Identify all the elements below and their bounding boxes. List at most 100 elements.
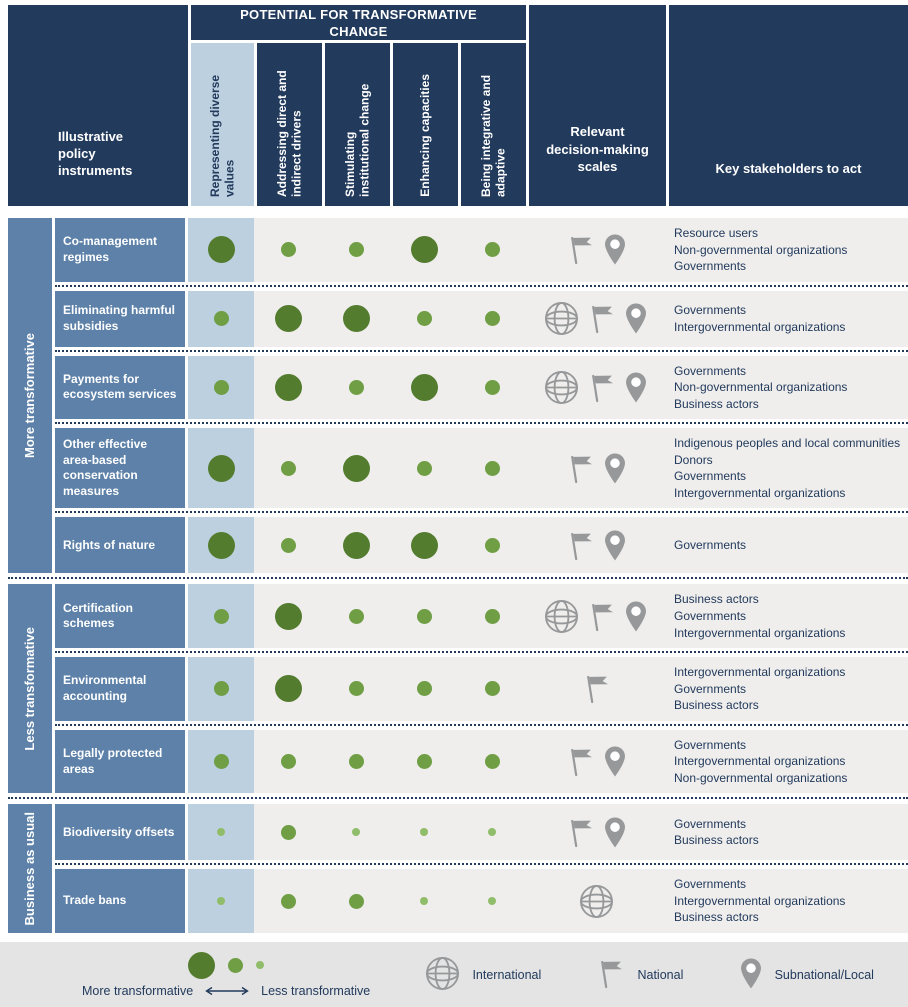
transformative-dot [207, 531, 235, 559]
criterion-dot-cell [322, 869, 390, 933]
criterion-dot-cell [188, 355, 254, 420]
criterion-header-stimulating-institutional-change: Stimulating institutional change [322, 43, 390, 206]
transformative-dot [416, 681, 432, 697]
row-group: More transformative Co-management regimes… [8, 218, 908, 574]
transformative-dot [213, 608, 229, 624]
globe-icon [545, 370, 578, 404]
transformative-dot [280, 754, 296, 770]
row-separator [55, 508, 908, 518]
flag-icon [570, 819, 592, 847]
transformative-dot [342, 531, 370, 559]
criterion-dot-cell [390, 356, 458, 420]
pin-icon [604, 453, 625, 484]
policy-instrument-name: Certification schemes [55, 584, 188, 649]
criterion-dot-cell [390, 291, 458, 347]
instruments-header-label: Illustrative policy instruments [58, 129, 133, 179]
stakeholder: Governments [674, 737, 747, 752]
table-row: Other effective area-based conservation … [55, 428, 908, 509]
criterion-dot-cell [254, 517, 322, 573]
criterion-dot-cell [458, 657, 526, 721]
criterion-header-integrative-adaptive: Being integrative and adaptive [458, 43, 526, 206]
double-arrow-icon [205, 986, 249, 995]
transformative-dot [348, 242, 364, 258]
transformative-dot [217, 897, 225, 906]
stakeholder: Intergovernmental organizations [674, 485, 846, 500]
flag-icon [570, 455, 592, 483]
flag-icon [570, 748, 592, 777]
group-label: Business as usual [8, 804, 55, 934]
criterion-dot-cell [188, 869, 254, 934]
stakeholder: Governments [674, 469, 747, 484]
legend-less-label: Less transformative [261, 983, 371, 998]
transformative-dot [410, 531, 438, 559]
group-label-text: Business as usual [21, 811, 37, 926]
criterion-dot-cell [254, 356, 322, 420]
decision-scales-cell [526, 218, 666, 282]
transformative-dot [484, 460, 500, 476]
globe-icon [579, 884, 613, 918]
criterion-dot-cell [458, 428, 526, 508]
transformative-dot [416, 460, 432, 476]
pin-icon [604, 234, 625, 265]
transformative-dot [416, 311, 432, 327]
globe-icon-holder [424, 955, 461, 995]
criterion-dot-cell [322, 291, 390, 347]
criterion-dot-cell [254, 730, 322, 794]
transformative-dot [342, 454, 370, 482]
transformative-dot [410, 373, 438, 401]
criterion-dot-cell [390, 657, 458, 721]
transformative-dot [488, 897, 496, 906]
legend-dot-large [188, 951, 216, 979]
decision-scales-cell [526, 657, 666, 721]
legend: More transformative Less transformative … [0, 942, 908, 1007]
row-group: Business as usual Biodiversity offsets Gov… [8, 804, 908, 934]
criterion-dot-cell [188, 584, 254, 649]
table-row: Eliminating harmful subsidies Governments… [55, 290, 908, 347]
transformative-dot [420, 828, 428, 837]
flag-icon [592, 306, 614, 334]
transformative-dot [484, 242, 500, 258]
transformative-dot [274, 305, 302, 333]
stakeholder: Non-governmental organizations [674, 770, 848, 785]
criterion-dot-cell [188, 517, 254, 574]
stakeholder: Business actors [674, 910, 759, 925]
criterion-dot-cell [458, 356, 526, 420]
transformative-dot [217, 828, 225, 837]
criterion-dot-cell [254, 428, 322, 508]
scales-header: Relevant decision-making scales [526, 5, 666, 206]
criterion-dot-cell [322, 517, 390, 573]
legend-more-label: More transformative [82, 983, 194, 998]
transformative-dot [484, 311, 500, 327]
row-separator [55, 860, 908, 870]
policy-instrument-name: Legally protected areas [55, 729, 188, 794]
row-separator [55, 281, 908, 291]
globe-icon [426, 956, 460, 990]
transformative-dot [348, 608, 364, 624]
criterion-dot-cell [322, 428, 390, 508]
criterion-dot-cell [322, 730, 390, 794]
stakeholder: Governments [674, 816, 747, 831]
group-label-text: Less transformative [21, 627, 37, 751]
stakeholder: Intergovernmental organizations [674, 754, 846, 769]
decision-scales-cell [526, 356, 666, 420]
transformative-dot [213, 311, 229, 327]
row-separator [55, 648, 908, 658]
stakeholder: Indigenous peoples and local communities [674, 436, 901, 451]
criterion-dot-cell [390, 218, 458, 282]
group-separator [8, 793, 908, 805]
decision-scales-cell [526, 517, 666, 573]
legend-item-international: International [424, 955, 541, 995]
transformative-dot [416, 754, 432, 770]
criterion-dot-cell [254, 869, 322, 933]
stakeholder: Intergovernmental organizations [674, 665, 846, 680]
transformative-dot [348, 893, 364, 909]
transformative-dot [484, 608, 500, 624]
criterion-dot-cell [458, 291, 526, 347]
criterion-dot-cell [458, 730, 526, 794]
criterion-dot-cell [254, 657, 322, 721]
stakeholder: Governments [674, 877, 747, 892]
stakeholders-cell: Governments Non-governmental organization… [666, 356, 908, 420]
transformative-dot [213, 754, 229, 770]
criterion-dot-cell [254, 218, 322, 282]
criterion-header-addressing-drivers: Addressing direct and indirect drivers [254, 43, 322, 206]
